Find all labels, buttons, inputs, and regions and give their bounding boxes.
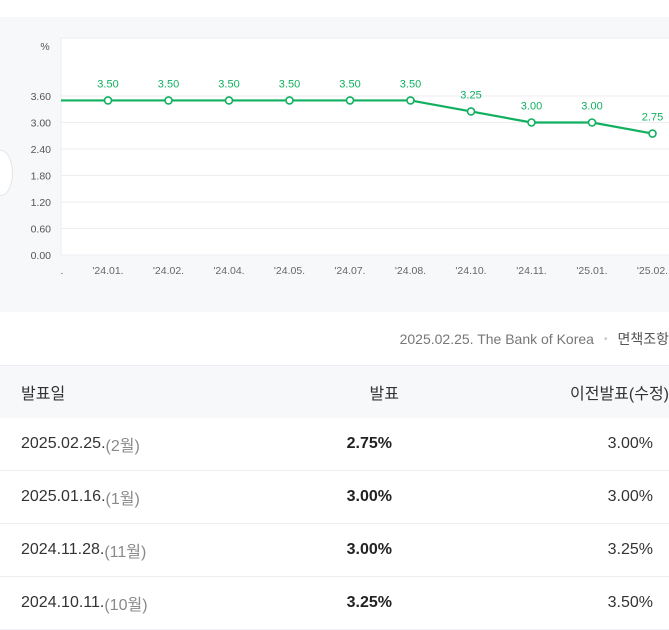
- row-value: 2.75%: [346, 435, 392, 452]
- x-tick-label: '24.07.: [334, 265, 365, 277]
- data-label: 2.75: [642, 112, 663, 124]
- row-date: 2024.10.11.: [21, 594, 105, 611]
- data-label: 3.50: [218, 78, 239, 90]
- row-previous: 3.00%: [607, 435, 653, 452]
- separator-dot: •: [603, 333, 608, 345]
- data-label: 3.00: [581, 101, 602, 113]
- row-previous: 3.25%: [607, 541, 653, 558]
- row-date-cell: 2025.01.16. (1월): [21, 471, 140, 523]
- x-tick-label: .: [61, 265, 64, 277]
- row-month: (1월): [105, 491, 140, 508]
- x-tick-label: '24.11.: [516, 265, 546, 277]
- x-tick-label: '24.01.: [92, 265, 123, 277]
- source-date-org: 2025.02.25. The Bank of Korea: [399, 331, 594, 347]
- header-date: 발표일: [21, 386, 66, 403]
- y-tick-label: 0.00: [31, 250, 52, 262]
- data-point: [466, 107, 476, 116]
- header-value: 발표: [369, 386, 399, 403]
- y-axis-unit: %: [40, 41, 49, 53]
- data-label: 3.25: [460, 89, 481, 101]
- row-date: 2025.01.16.: [21, 488, 106, 505]
- data-point: [164, 96, 173, 105]
- data-point: [527, 118, 536, 127]
- table-row: 2025.02.25. (2월) 2.75% 3.00%: [0, 418, 669, 471]
- row-value: 3.00%: [346, 541, 392, 558]
- y-tick-label: 1.20: [31, 197, 52, 209]
- source-row: 2025.02.25. The Bank of Korea • 면책조항: [400, 329, 669, 349]
- row-month: (11월): [104, 544, 147, 561]
- row-value: 3.25%: [346, 594, 392, 611]
- disclaimer-link[interactable]: 면책조항: [617, 331, 669, 347]
- row-date: 2024.11.28.: [21, 541, 105, 558]
- y-tick-label: 0.60: [31, 224, 52, 236]
- row-previous: 3.00%: [607, 488, 653, 505]
- x-tick-label: '24.02.: [153, 265, 184, 277]
- y-tick-label: 3.60: [31, 91, 52, 103]
- row-value: 3.00%: [346, 488, 392, 505]
- x-tick-label: '24.10.: [455, 265, 486, 277]
- x-tick-label: '24.05.: [274, 265, 305, 277]
- row-date-cell: 2024.10.11. (10월): [21, 577, 148, 629]
- y-tick-label: 3.00: [31, 118, 52, 130]
- header-previous: 이전발표(수정): [570, 386, 669, 403]
- chart-panel: 0.00 0.60 1.20 1.80 2.40 3.00 3.60%. '24.01. '24…: [0, 17, 669, 312]
- data-point: [406, 96, 415, 105]
- data-label: 3.50: [158, 78, 179, 90]
- table-row: 2024.10.11. (10월) 3.25% 3.50%: [0, 577, 669, 630]
- data-label: 3.00: [521, 101, 542, 113]
- table-row: 2024.11.28. (11월) 3.00% 3.25%: [0, 524, 669, 577]
- plot-area: [61, 38, 669, 255]
- row-date: 2025.02.25.: [21, 435, 106, 452]
- rate-line-chart: 0.00 0.60 1.20 1.80 2.40 3.00 3.60%. '24.01. '24…: [31, 37, 669, 277]
- data-label: 3.50: [97, 78, 118, 90]
- data-point: [345, 96, 355, 105]
- data-point: [285, 96, 294, 105]
- row-previous: 3.50%: [607, 594, 653, 611]
- y-tick-label: 2.40: [31, 144, 52, 156]
- data-point: [224, 96, 234, 105]
- table-row: 2025.01.16. (1월) 3.00% 3.00%: [0, 471, 669, 524]
- data-label: 3.50: [279, 78, 300, 90]
- x-tick-label: '24.08.: [395, 265, 426, 277]
- data-point: [103, 96, 113, 105]
- data-label: 3.50: [400, 78, 421, 90]
- data-label: 3.50: [339, 78, 360, 90]
- x-tick-label: '24.04.: [213, 265, 244, 277]
- table-body: 2025.02.25. (2월) 2.75% 3.00% 2025.01.16.(…: [0, 418, 669, 630]
- table-header: 발표일 발표 이전발표(수정): [0, 365, 669, 418]
- y-tick-label: 1.80: [31, 171, 52, 183]
- row-date-cell: 2025.02.25. (2월): [21, 418, 140, 470]
- row-month: (10월): [104, 597, 148, 614]
- data-point: [648, 129, 657, 138]
- x-tick-label: '25.01.: [576, 265, 607, 277]
- row-date-cell: 2024.11.28. (11월): [21, 524, 146, 576]
- row-month: (2월): [105, 438, 140, 455]
- x-tick-label: '25.02.: [637, 265, 668, 277]
- data-point: [587, 118, 597, 127]
